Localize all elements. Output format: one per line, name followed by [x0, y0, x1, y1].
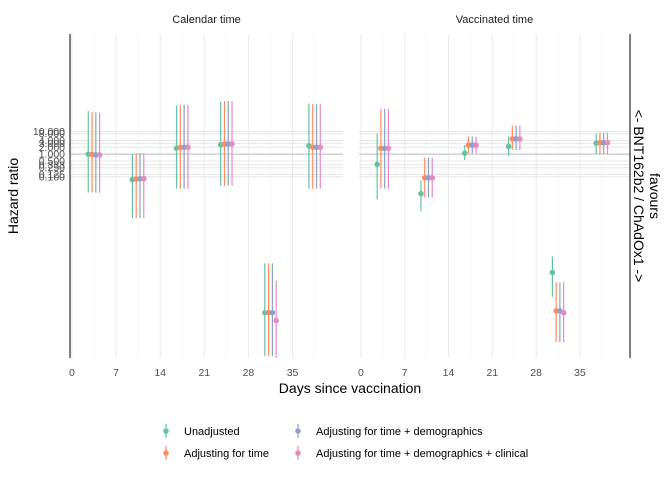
y-tick-label: 0.500: [39, 155, 65, 167]
legend-key-point: [295, 450, 301, 456]
point-estimate: [473, 142, 479, 148]
legend-item: Adjusting for time: [163, 446, 269, 460]
x-tick-label: 35: [287, 367, 299, 379]
panel-1: Calendar time 0 7 14 21 28 35: [69, 14, 343, 379]
x-tick-label: 21: [198, 367, 210, 379]
legend-label: Adjusting for time + demographics + clin…: [316, 448, 528, 460]
right-axis-title-vaccines: <- BNT162b2 / ChAdOx1 ->: [631, 110, 647, 283]
x-tick-label: 28: [530, 367, 542, 379]
point-estimate: [269, 309, 276, 316]
panel-1-data: [85, 101, 324, 358]
x-tick-label: 14: [443, 367, 455, 379]
y-tick-label: 2.000: [39, 142, 65, 154]
point-estimate: [273, 317, 279, 324]
x-tick-label: 35: [574, 367, 586, 379]
y-tick-label: 8.000: [39, 128, 65, 140]
point-estimate: [96, 152, 103, 158]
legend-item: Unadjusted: [163, 424, 240, 438]
x-axis-title: Days since vaccination: [279, 380, 421, 396]
legend-label: Adjusting for time + demographics: [316, 426, 483, 438]
point-estimate: [229, 141, 235, 147]
x-tick-label: 0: [69, 367, 75, 379]
y-tick-label: 10.000: [33, 126, 65, 138]
point-estimate: [505, 143, 512, 150]
legend-item: Adjusting for time + demographics: [295, 424, 483, 438]
x-tick-label: 14: [154, 367, 166, 379]
point-estimate: [549, 269, 556, 276]
point-estimate: [385, 145, 392, 152]
panel-title: Vaccinated time: [456, 14, 533, 26]
point-estimate: [560, 309, 567, 316]
legend-item: Adjusting for time + demographics + clin…: [295, 446, 528, 460]
legend-label: Adjusting for time: [184, 448, 269, 460]
legend-key-point: [295, 428, 301, 434]
y-tick-label: 0.125: [39, 169, 65, 181]
legend-key-point: [163, 428, 169, 434]
x-tick-label: 0: [358, 367, 364, 379]
y-tick-label: 0.100: [39, 171, 65, 183]
x-tick-label: 7: [402, 367, 408, 379]
x-tick-label: 28: [243, 367, 255, 379]
x-tick-label: 7: [113, 367, 119, 379]
y-tick-label: 4.000: [39, 135, 65, 147]
point-estimate: [374, 161, 380, 168]
legend-key-point: [163, 450, 169, 456]
point-estimate: [461, 150, 468, 156]
panel-2: Vaccinated time 0 7 14 21 28 35: [358, 14, 630, 379]
point-estimate: [140, 175, 147, 182]
panel-2-data: [374, 108, 611, 343]
x-tick-label: 21: [486, 367, 498, 379]
point-estimate: [517, 136, 523, 142]
point-estimate: [317, 144, 324, 151]
point-estimate: [429, 174, 436, 181]
y-tick-label: 1.000: [39, 149, 65, 161]
y-tick-label: 0.333: [39, 159, 65, 171]
legend-label: Unadjusted: [184, 426, 240, 438]
point-estimate: [185, 144, 191, 151]
point-estimate: [418, 190, 424, 197]
y-axis-title: Hazard ratio: [5, 158, 21, 234]
y-tick-label: 3.000: [39, 138, 65, 150]
panel-title: Calendar time: [172, 14, 240, 26]
y-tick-label: 0.250: [39, 162, 65, 174]
right-axis-title-favours: favours: [647, 173, 663, 219]
point-estimate: [604, 139, 611, 146]
